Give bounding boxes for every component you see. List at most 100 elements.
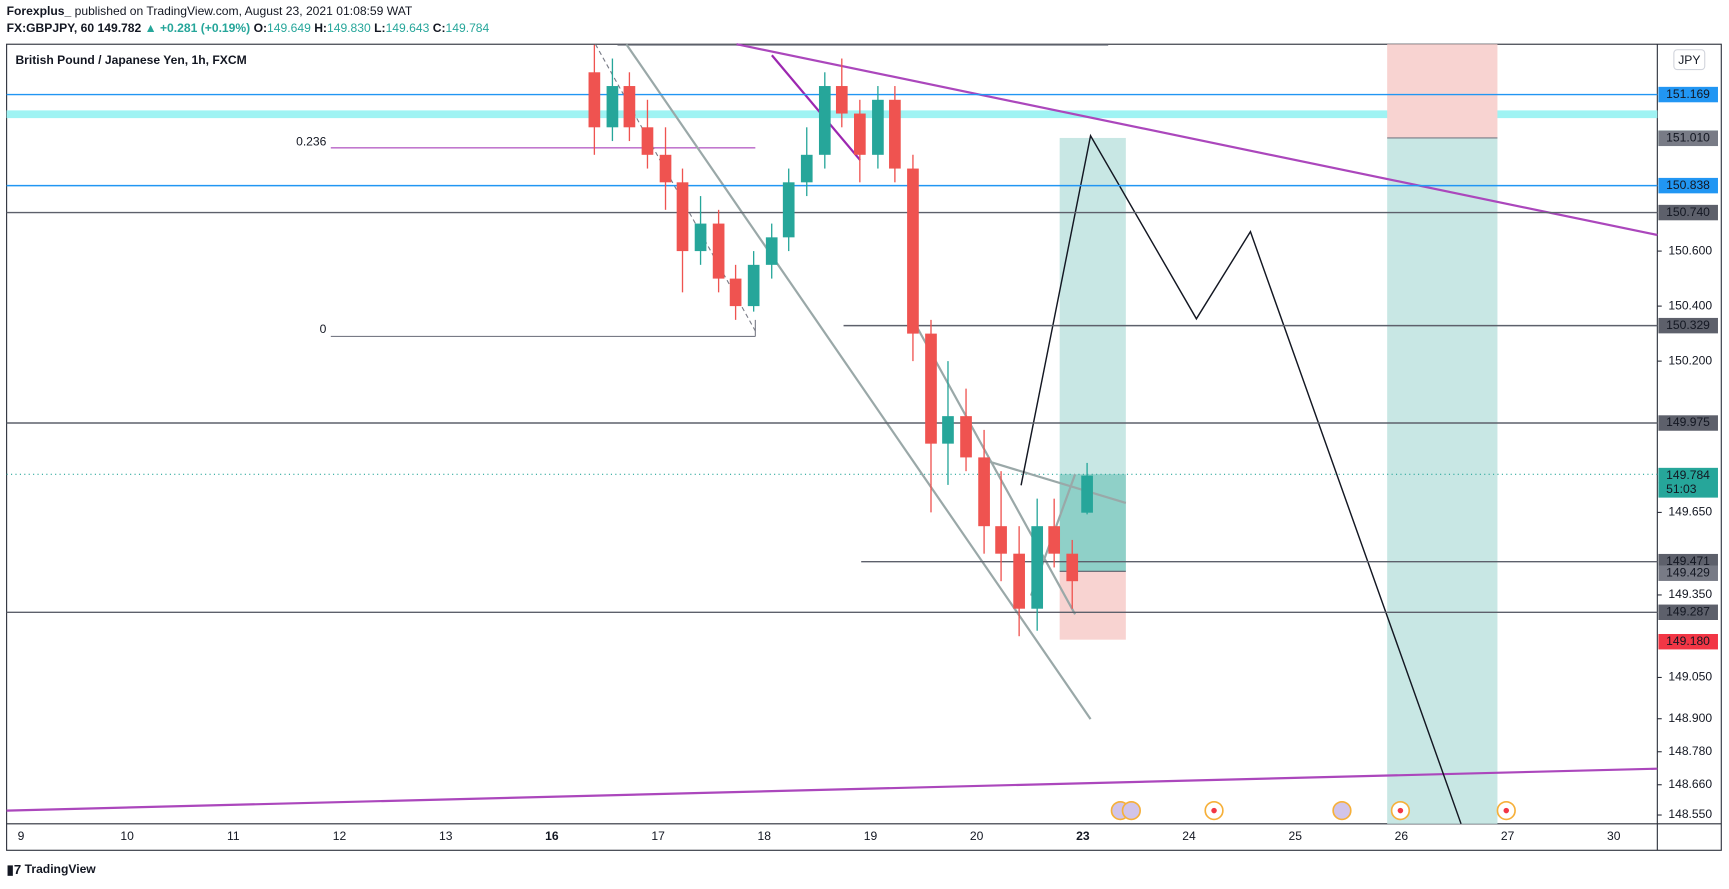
- price-tag-label: 149.471: [1666, 554, 1710, 568]
- candle-body: [694, 223, 707, 252]
- price-tag: [1658, 565, 1718, 581]
- candle-body: [800, 154, 813, 183]
- candle-body: [623, 86, 636, 128]
- candle-body: [942, 416, 954, 444]
- candle-body: [995, 526, 1007, 554]
- zone: [6, 110, 1658, 119]
- candle-body: [1031, 526, 1044, 609]
- event-icon[interactable]: [1121, 800, 1141, 821]
- candle-body: [960, 416, 972, 458]
- countdown-tag: [1658, 482, 1718, 498]
- x-tick-label: 19: [864, 829, 878, 843]
- currency: JPY: [1678, 53, 1700, 67]
- x-tick-label: 10: [120, 829, 134, 843]
- brand: TradingView: [25, 862, 97, 876]
- candle-body: [747, 264, 760, 307]
- fib-trend: [594, 43, 756, 332]
- price-tag-label: 151.010: [1666, 131, 1710, 145]
- projection: [1020, 133, 1462, 825]
- x-tick-label: 26: [1395, 829, 1409, 843]
- event-dot: [1211, 807, 1217, 814]
- candle-body: [782, 182, 795, 238]
- o: 149.649: [267, 21, 311, 35]
- x-tick-label: 25: [1288, 829, 1302, 843]
- trendline: [625, 43, 1092, 720]
- l-label: L:: [374, 21, 385, 35]
- event-icon[interactable]: [1332, 800, 1352, 821]
- candle-body: [588, 72, 601, 128]
- symbol: FX:GBPJPY, 60: [7, 21, 95, 35]
- price-tag-label: 149.287: [1666, 604, 1710, 618]
- fib-label: 0: [320, 322, 327, 336]
- price-tag-label: 149.429: [1666, 565, 1710, 579]
- o-label: O:: [254, 21, 267, 35]
- price-tag-label: 149.180: [1666, 634, 1710, 648]
- candle-body: [889, 99, 901, 169]
- footer-brand: ▮7 TradingView: [7, 862, 97, 877]
- y-tick-label: 150.600: [1668, 243, 1712, 257]
- price-tag: [1658, 177, 1718, 194]
- price-tag-label: 150.838: [1666, 178, 1710, 192]
- price-tag: [1658, 204, 1718, 221]
- y-tick-label: 148.660: [1668, 777, 1712, 791]
- candle-body: [907, 168, 919, 334]
- header-line: Forexplus_ published on TradingView.com,…: [7, 4, 413, 18]
- price-tag: [1658, 604, 1718, 620]
- y-tick-label: 150.200: [1668, 353, 1712, 367]
- symbol-line: FX:GBPJPY, 60 149.782 ▲ +0.281 (+0.19%) …: [7, 21, 490, 35]
- candle-body: [835, 86, 848, 114]
- price-tag-label: 149.784: [1666, 468, 1710, 482]
- price-tag: [1658, 633, 1718, 650]
- x-tick-label: 9: [18, 829, 25, 843]
- author: Forexplus_: [7, 4, 72, 18]
- candle-body: [765, 237, 778, 265]
- y-tick-label: 149.050: [1668, 670, 1712, 684]
- title-backdrop: [14, 48, 279, 71]
- x-tick-label: 23: [1076, 829, 1090, 843]
- fib-label: 0.236: [296, 135, 327, 149]
- published: published on TradingView.com, August 23,…: [75, 4, 413, 18]
- candle-body: [1048, 526, 1061, 554]
- candle-body: [712, 223, 725, 279]
- x-tick-label: 12: [333, 829, 347, 843]
- price-tag: [1658, 317, 1718, 334]
- candle-body: [606, 86, 619, 128]
- candle-body: [1081, 475, 1093, 513]
- x-tick-label: 30: [1607, 829, 1621, 843]
- x-tick-label: 24: [1182, 829, 1196, 843]
- last: 149.782: [97, 21, 141, 35]
- chart-title: British Pound / Japanese Yen, 1h, FXCM: [15, 53, 246, 67]
- event-dot: [1397, 807, 1404, 814]
- candle-body: [854, 113, 866, 155]
- x-tick-label: 27: [1501, 829, 1515, 843]
- price-tag-label: 150.740: [1666, 205, 1710, 219]
- logo: ▮7: [7, 862, 22, 877]
- candle-body: [872, 99, 884, 155]
- trendline: [983, 458, 1127, 504]
- h-label: H:: [314, 21, 327, 35]
- price-tag-label: 151.169: [1666, 87, 1710, 101]
- candle-body: [729, 278, 742, 307]
- c-label: C:: [433, 21, 446, 35]
- countdown: 51:03: [1666, 482, 1697, 496]
- y-tick-label: 149.650: [1668, 505, 1712, 519]
- trendline: [912, 319, 1077, 615]
- x-tick-label: 18: [758, 829, 772, 843]
- currency-button[interactable]: [1673, 49, 1706, 71]
- candle-body: [925, 333, 937, 444]
- target-zone: [1387, 137, 1498, 824]
- x-tick-label: 11: [227, 829, 240, 843]
- x-tick-label: 20: [970, 829, 984, 843]
- candle-body: [641, 127, 654, 155]
- y-tick-label: 149.350: [1668, 587, 1712, 601]
- change: ▲ +0.281 (+0.19%): [145, 21, 251, 35]
- candle-body: [818, 86, 831, 155]
- trendline: [6, 767, 1658, 812]
- price-tag-label: 150.329: [1666, 318, 1710, 332]
- candle-body: [1066, 553, 1079, 582]
- l: 149.643: [386, 21, 430, 35]
- y-tick-label: 148.550: [1668, 807, 1712, 821]
- x-tick-label: 17: [651, 829, 665, 843]
- candle-body: [978, 457, 990, 527]
